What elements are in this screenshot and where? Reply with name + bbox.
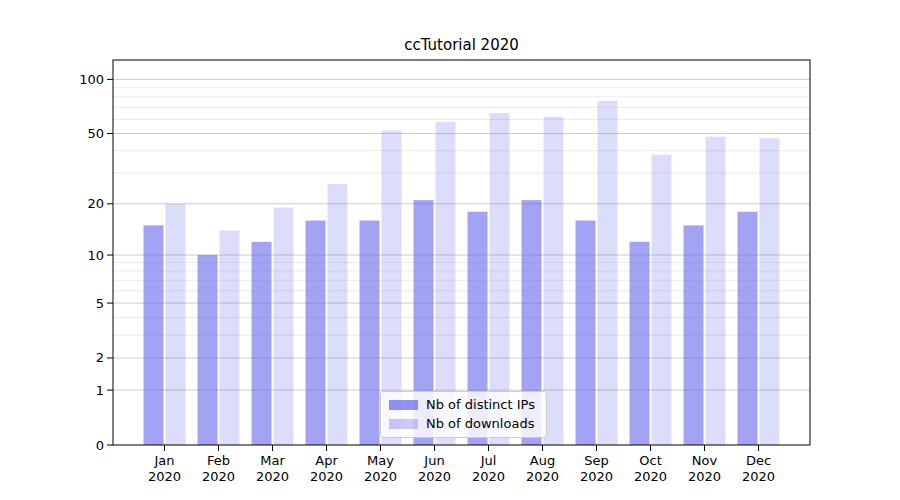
bar-downloads-8	[598, 101, 618, 445]
bar-downloads-0	[166, 204, 186, 445]
bar-distinct-ips-0	[144, 225, 164, 445]
y-tick-label: 1	[96, 383, 104, 398]
bar-distinct-ips-4	[360, 221, 380, 445]
bar-downloads-1	[220, 230, 240, 445]
bar-downloads-10	[706, 137, 726, 445]
y-tick-label: 50	[87, 126, 104, 141]
legend: Nb of distinct IPs Nb of downloads	[380, 391, 547, 438]
bar-downloads-11	[760, 138, 780, 445]
x-tick-label: Jul2020	[472, 453, 505, 484]
x-tick-label: Feb2020	[202, 453, 235, 484]
x-tick-label: Mar2020	[256, 453, 289, 484]
legend-swatch-distinct-ips-icon	[389, 400, 418, 410]
y-tick-label: 100	[79, 72, 104, 87]
x-tick-label: Jun2020	[418, 453, 451, 484]
bar-downloads-9	[652, 155, 672, 445]
bar-downloads-2	[274, 208, 294, 445]
legend-label-downloads: Nb of downloads	[426, 417, 534, 431]
y-tick-label: 0	[96, 438, 104, 453]
bar-distinct-ips-3	[306, 221, 326, 445]
bar-downloads-3	[328, 184, 348, 445]
x-tick-label: Dec2020	[742, 453, 775, 484]
legend-label-distinct-ips: Nb of distinct IPs	[426, 398, 535, 412]
x-tick-label: Aug2020	[526, 453, 559, 484]
figure: ccTutorial 2020 0125102050100Jan2020Feb2…	[0, 0, 900, 500]
x-tick-label: Sep2020	[580, 453, 613, 484]
y-tick-label: 20	[87, 196, 104, 211]
x-tick-label: May2020	[364, 453, 397, 484]
legend-swatch-downloads-icon	[389, 419, 418, 429]
x-tick-label: Apr2020	[310, 453, 343, 484]
x-tick-label: Jan2020	[148, 453, 181, 484]
legend-item-distinct-ips: Nb of distinct IPs	[389, 398, 538, 412]
x-tick-label: Oct2020	[634, 453, 667, 484]
plot-frame	[113, 60, 810, 445]
bar-distinct-ips-2	[252, 242, 272, 445]
legend-item-downloads: Nb of downloads	[389, 417, 538, 431]
y-tick-label: 10	[87, 248, 104, 263]
y-tick-label: 2	[96, 350, 104, 365]
bar-distinct-ips-11	[738, 212, 758, 445]
bar-distinct-ips-8	[576, 221, 596, 445]
bar-distinct-ips-9	[630, 242, 650, 445]
y-tick-label: 5	[96, 296, 104, 311]
bar-distinct-ips-1	[198, 255, 218, 445]
bar-distinct-ips-10	[684, 225, 704, 445]
x-tick-label: Nov2020	[688, 453, 721, 484]
